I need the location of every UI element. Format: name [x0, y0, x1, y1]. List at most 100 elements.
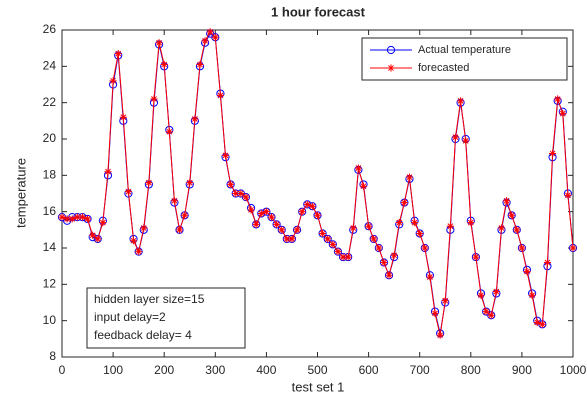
marker [201, 37, 209, 45]
marker [354, 164, 362, 172]
marker [436, 331, 444, 339]
marker [528, 291, 536, 299]
marker [385, 271, 393, 279]
marker [68, 215, 76, 223]
marker [99, 218, 107, 227]
marker [518, 244, 526, 252]
y-axis-label: temperature [13, 158, 28, 228]
marker [129, 237, 138, 245]
marker [431, 309, 439, 317]
marker [160, 60, 168, 69]
marker [497, 224, 506, 232]
marker [303, 200, 311, 208]
marker [242, 193, 250, 201]
y-tick-label: 20 [43, 131, 57, 145]
marker [329, 240, 337, 248]
marker [135, 248, 143, 256]
marker [349, 224, 357, 232]
marker [472, 253, 480, 261]
marker [73, 213, 81, 221]
marker [538, 320, 546, 328]
x-tick-label: 900 [512, 363, 532, 377]
y-tick-label: 14 [43, 240, 57, 254]
marker [387, 64, 395, 72]
marker [237, 189, 245, 198]
legend-label: Actual temperature [418, 44, 511, 56]
marker [119, 113, 127, 121]
marker [94, 235, 102, 243]
marker [487, 311, 495, 319]
legend-box [361, 37, 568, 81]
x-tick-label: 200 [154, 363, 174, 377]
annotation-text: feedback delay= 4 [94, 328, 192, 342]
marker [467, 218, 475, 227]
marker [359, 182, 368, 190]
marker [513, 226, 521, 234]
marker [293, 226, 301, 234]
marker [283, 235, 291, 243]
marker [386, 45, 396, 55]
marker [186, 179, 194, 187]
marker [390, 251, 398, 259]
marker [170, 197, 179, 205]
x-tick-label: 800 [461, 363, 481, 377]
marker [232, 189, 240, 198]
marker [569, 244, 577, 252]
legend-label: forecasted [418, 62, 469, 74]
marker [114, 50, 122, 58]
marker [548, 149, 557, 158]
marker [375, 244, 383, 252]
marker [196, 60, 204, 69]
y-tick-label: 12 [43, 277, 57, 291]
marker [533, 318, 541, 327]
y-tick-label: 8 [49, 349, 56, 363]
marker [559, 109, 567, 118]
marker [456, 97, 465, 105]
x-tick-label: 600 [359, 363, 379, 377]
y-tick-label: 18 [43, 168, 57, 182]
y-tick-label: 24 [43, 59, 57, 73]
marker [104, 168, 112, 176]
marker [63, 215, 71, 223]
chart-title: 1 hour forecast [271, 4, 366, 19]
marker [380, 258, 388, 267]
marker [508, 211, 516, 219]
marker [395, 218, 403, 227]
marker [140, 224, 148, 232]
marker [288, 235, 296, 243]
x-tick-label: 400 [256, 363, 276, 377]
x-tick-label: 0 [59, 363, 66, 377]
marker [124, 188, 133, 196]
annotation-text: input delay=2 [94, 310, 166, 324]
marker [502, 197, 511, 205]
marker [441, 297, 449, 305]
marker [477, 291, 485, 299]
marker [334, 248, 342, 256]
marker [370, 235, 378, 243]
marker [543, 258, 552, 267]
marker [344, 253, 352, 261]
marker [421, 244, 429, 252]
y-tick-label: 26 [43, 22, 57, 36]
marker [278, 226, 286, 234]
marker [462, 137, 470, 145]
marker [211, 33, 219, 41]
marker [554, 95, 562, 103]
marker [247, 206, 255, 214]
marker [221, 151, 230, 159]
marker [83, 215, 92, 223]
x-tick-label: 300 [205, 363, 225, 377]
x-tick-label: 1000 [560, 363, 587, 377]
marker [313, 211, 322, 219]
marker [482, 307, 490, 316]
marker [365, 222, 373, 230]
marker [165, 128, 173, 136]
marker [324, 235, 332, 243]
marker [191, 115, 199, 123]
marker [175, 226, 184, 234]
marker [410, 218, 419, 227]
marker [257, 209, 265, 218]
x-tick-label: 500 [307, 363, 327, 377]
marker [339, 253, 347, 261]
